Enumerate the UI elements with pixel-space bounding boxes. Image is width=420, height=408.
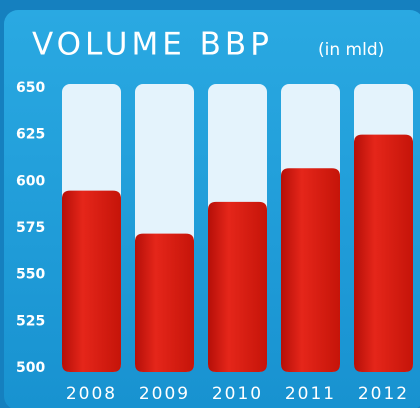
bar (354, 134, 413, 372)
y-tick-label: 625 (16, 127, 45, 143)
y-tick-label: 600 (16, 173, 45, 189)
bar (281, 168, 340, 372)
x-tick-label: 2008 (66, 384, 117, 404)
x-tick-label: 2009 (139, 384, 190, 404)
bar (62, 190, 121, 372)
y-tick-label: 500 (16, 360, 45, 376)
chart-subtitle: (in mld) (318, 40, 384, 60)
y-tick-label: 575 (16, 220, 45, 236)
x-tick-label: 2011 (285, 384, 336, 404)
chart-title: VOLUME BBP (32, 27, 273, 63)
y-tick-label: 525 (16, 313, 45, 329)
y-tick-label: 650 (16, 80, 45, 96)
y-tick-label: 550 (16, 267, 45, 283)
x-tick-label: 2010 (212, 384, 263, 404)
bar (208, 201, 267, 372)
x-tick-label: 2012 (358, 384, 409, 404)
bar (135, 233, 194, 372)
